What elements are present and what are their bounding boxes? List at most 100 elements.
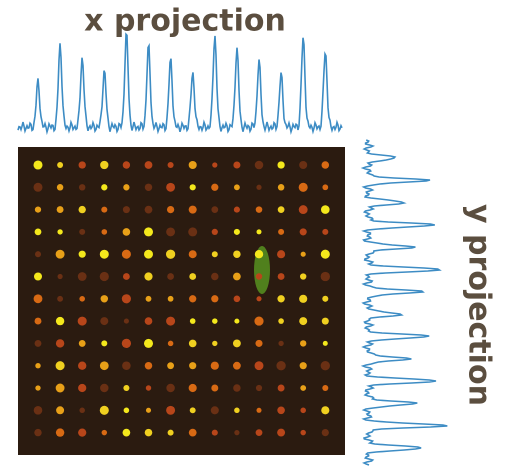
spot	[211, 183, 219, 191]
spot	[300, 385, 307, 391]
array-image	[18, 147, 345, 455]
spot	[188, 227, 198, 237]
spot	[322, 340, 328, 346]
spot	[34, 251, 42, 258]
spot	[189, 407, 196, 414]
spot	[33, 405, 43, 415]
spot	[122, 428, 131, 437]
spot	[212, 318, 218, 324]
spot	[55, 383, 65, 393]
spot	[145, 407, 152, 413]
spot	[256, 184, 262, 190]
spot	[277, 184, 285, 191]
spot	[320, 249, 330, 259]
spot	[167, 429, 174, 436]
spot	[300, 273, 307, 280]
spot	[189, 273, 197, 280]
x-projection-curve	[17, 32, 343, 136]
spot	[188, 383, 197, 393]
spot	[55, 428, 65, 437]
spot	[299, 362, 307, 370]
spot	[189, 362, 197, 370]
spot	[166, 205, 175, 214]
spot	[57, 295, 64, 302]
spot	[144, 205, 153, 214]
spot	[123, 407, 130, 414]
spot	[101, 184, 108, 191]
spot	[144, 183, 153, 192]
spot	[321, 317, 329, 325]
spot	[188, 428, 197, 437]
spot	[322, 228, 329, 235]
spot	[167, 340, 174, 347]
spot	[256, 296, 262, 302]
spot	[188, 339, 197, 348]
x-projection-label: x projection	[84, 4, 286, 39]
spot	[299, 317, 308, 326]
spot	[165, 249, 176, 259]
spot	[188, 205, 197, 214]
spot	[320, 271, 330, 282]
spot	[298, 182, 308, 192]
spot	[277, 206, 285, 213]
spot	[78, 428, 87, 437]
spot	[211, 295, 219, 303]
spot	[78, 205, 86, 214]
spot	[56, 206, 64, 214]
spot	[77, 316, 87, 326]
spot	[321, 428, 329, 437]
spot	[101, 340, 108, 347]
spot	[57, 162, 64, 168]
spot	[121, 338, 132, 349]
spot	[166, 227, 176, 237]
spot	[143, 338, 154, 348]
spot	[233, 384, 241, 392]
spot	[57, 273, 63, 280]
spot	[122, 361, 131, 370]
spot	[278, 340, 284, 347]
spot	[100, 317, 109, 326]
spot	[79, 296, 85, 302]
spot	[166, 182, 176, 192]
spot	[99, 271, 109, 282]
spot	[210, 361, 219, 370]
spot	[56, 184, 64, 191]
spot	[99, 405, 109, 415]
spot	[34, 317, 42, 325]
spot	[322, 295, 329, 302]
spot	[299, 160, 308, 170]
spot	[100, 295, 109, 303]
spot	[123, 184, 130, 191]
spot	[277, 384, 285, 392]
spot	[255, 384, 263, 392]
spot	[78, 339, 86, 347]
spot	[234, 407, 240, 414]
spot	[143, 227, 154, 237]
spot	[78, 161, 86, 169]
spot	[277, 250, 286, 259]
spot	[188, 250, 197, 259]
spot	[189, 318, 196, 324]
spot	[33, 182, 43, 192]
spot	[211, 206, 219, 213]
spot	[299, 294, 308, 303]
spot	[189, 184, 196, 191]
spot	[122, 228, 131, 236]
spot	[101, 206, 108, 213]
spot	[211, 272, 219, 281]
spot	[255, 339, 263, 347]
spot	[233, 272, 241, 281]
spot	[122, 161, 131, 169]
spot	[144, 249, 153, 259]
spot	[57, 229, 63, 235]
spot	[33, 294, 43, 304]
spot	[212, 162, 218, 168]
spot	[101, 429, 108, 436]
spot	[211, 228, 218, 236]
spot	[232, 339, 241, 348]
spot	[299, 228, 307, 236]
spot	[144, 361, 153, 370]
spot	[233, 228, 240, 235]
spot	[79, 407, 85, 414]
